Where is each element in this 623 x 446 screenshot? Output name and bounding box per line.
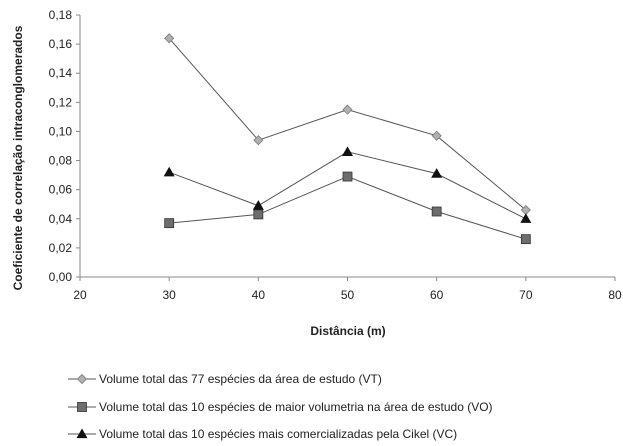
x-tick-label: 80 (608, 288, 622, 302)
legend-marker-square (77, 402, 87, 412)
data-point-square (520, 234, 531, 245)
y-tick-label: 0,16 (49, 37, 73, 51)
y-tick-label: 0,18 (49, 8, 73, 22)
series-line-diamond (168, 37, 527, 211)
legend-marker-diamond (76, 373, 88, 385)
y-tick-label: 0,00 (49, 270, 73, 284)
legend-label: Volume total das 10 espécies mais comerc… (99, 427, 457, 441)
data-point-triangle (163, 166, 175, 177)
y-tick-label: 0,14 (49, 66, 73, 80)
data-point-triangle (342, 146, 353, 156)
y-tick-label: 0,06 (49, 183, 73, 197)
data-point-square (164, 218, 175, 229)
data-point-triangle (431, 168, 443, 178)
data-point-square (253, 209, 264, 220)
y-tick-label: 0,10 (49, 124, 73, 138)
x-tick-label: 70 (519, 288, 533, 302)
y-tick-label: 0,08 (49, 154, 73, 168)
data-point-triangle (520, 213, 532, 223)
series-line-triangle (168, 151, 527, 220)
data-point-diamond (164, 33, 175, 44)
x-tick-label: 50 (341, 288, 355, 302)
series-line-square (169, 176, 526, 240)
y-tick-label: 0,02 (49, 241, 73, 255)
y-tick-label: 0,12 (49, 95, 73, 109)
x-tick-label: 30 (162, 288, 176, 302)
data-point-square (431, 206, 442, 217)
x-tick-label: 60 (430, 288, 444, 302)
data-point-diamond (431, 130, 442, 141)
legend-label: Volume total das 77 espécies da área de … (99, 372, 382, 386)
data-point-diamond (253, 135, 264, 146)
data-point-triangle (252, 200, 264, 210)
x-tick-label: 20 (73, 288, 87, 302)
x-tick-label: 40 (252, 288, 266, 302)
legend-marker-triangle (76, 428, 88, 439)
y-axis-title: Coeficiente de correlação intraconglomer… (11, 25, 25, 290)
data-point-diamond (342, 104, 353, 115)
y-tick-label: 0,04 (49, 212, 73, 226)
x-axis-title: Distância (m) (310, 324, 385, 338)
data-point-square (342, 171, 353, 182)
legend-label: Volume total das 10 espécies de maior vo… (99, 400, 493, 414)
